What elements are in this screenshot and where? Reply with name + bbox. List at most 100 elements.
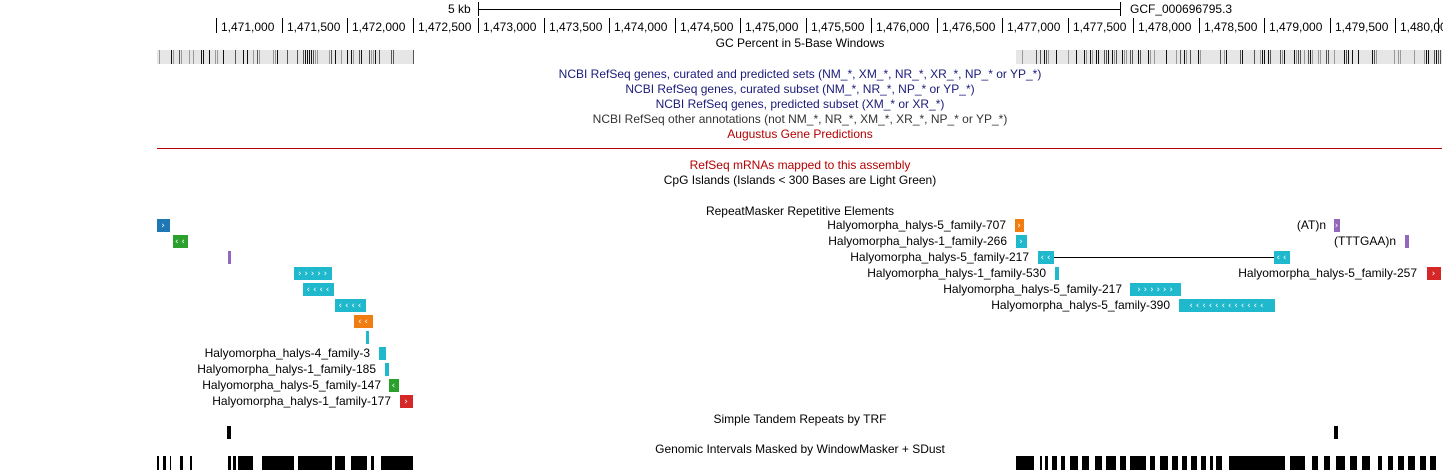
ruler-tick	[282, 18, 283, 33]
windowmasker-interval	[1120, 456, 1126, 470]
repeat-element-cyan-6[interactable]	[385, 363, 389, 376]
gc-percent-bar	[1138, 50, 1139, 64]
gc-percent-bar	[1284, 50, 1285, 64]
gc-percent-bar	[1124, 50, 1125, 64]
gc-percent-bar	[179, 50, 180, 64]
ruler-tick	[347, 18, 348, 33]
gc-percent-bar	[391, 50, 392, 64]
repeatmasker-track-label[interactable]: RepeatMasker Repetitive Elements	[705, 204, 895, 218]
windowmasker-interval	[228, 456, 231, 470]
gc-percent-bar	[1294, 50, 1295, 64]
gc-percent-bar	[1400, 50, 1401, 64]
windowmasker-interval	[1216, 456, 1222, 470]
ruler-tick-label: 1,475,500	[811, 20, 865, 34]
repeat-element-purple[interactable]	[228, 251, 231, 264]
repeat-element-cyan-9[interactable]: ‹‹	[1274, 251, 1290, 264]
gc-percent-bar	[1280, 50, 1281, 64]
gc-percent-bar	[1426, 50, 1427, 64]
gc-percent-bar	[313, 50, 314, 64]
repeat-label: Halyomorpha_halys-1_family-185	[197, 362, 376, 376]
ruler-tick	[1002, 18, 1003, 33]
windowmasker-interval	[1070, 456, 1078, 470]
repeat-element-orange-2[interactable]: ›	[1015, 219, 1024, 232]
windowmasker-interval	[298, 456, 332, 470]
repeat-element-cyan-5[interactable]	[379, 347, 386, 360]
ruler-tick	[413, 18, 414, 33]
gc-percent-bar	[373, 50, 374, 64]
repeat-element-cyan-11[interactable]: ››››››	[1130, 283, 1181, 296]
windowmasker-interval	[1229, 456, 1285, 470]
gc-percent-bar	[1184, 50, 1185, 64]
repeat-element-cyan-8[interactable]: ‹‹	[1038, 251, 1054, 264]
assembly-label: GCF_000696795.3	[1130, 2, 1233, 16]
refseq-all-track-label[interactable]: NCBI RefSeq genes, curated and predicted…	[558, 67, 1042, 81]
repeat-element-orange[interactable]: ‹‹	[354, 315, 373, 328]
repeat-element-purple-2[interactable]: ›	[1334, 219, 1340, 232]
repeat-element-blue[interactable]: ›	[157, 219, 170, 232]
augustus-gene-line[interactable]	[157, 148, 1442, 149]
repeat-element-cyan-3[interactable]: ‹‹‹‹	[335, 299, 366, 312]
windowmasker-interval	[180, 456, 183, 470]
gc-percent-bar	[1068, 50, 1069, 64]
ruler-tick	[1133, 18, 1134, 33]
repeat-element-green[interactable]: ‹‹	[173, 235, 188, 248]
gc-percent-bar	[1036, 50, 1037, 64]
windowmasker-interval	[1016, 456, 1034, 470]
windowmasker-interval	[1312, 456, 1318, 470]
ruler-tick-label: 1,477,500	[1073, 20, 1127, 34]
refseq-predicted-track-label[interactable]: NCBI RefSeq genes, predicted subset (XM_…	[655, 97, 945, 111]
trf-element[interactable]	[227, 426, 231, 439]
repeat-element-cyan-4[interactable]	[366, 331, 369, 344]
ruler-tick-label: 1,472,000	[352, 20, 406, 34]
trf-element[interactable]	[1334, 426, 1338, 439]
gc-percent-bar	[223, 50, 224, 64]
gc-percent-bar	[1148, 50, 1149, 64]
windowmasker-interval	[1045, 456, 1048, 470]
gc-percent-bar	[305, 50, 306, 64]
gc-percent-track-label[interactable]: GC Percent in 5-Base Windows	[715, 36, 885, 50]
refseq-other-track-label[interactable]: NCBI RefSeq other annotations (not NM_*,…	[592, 112, 1008, 126]
trf-track-label[interactable]: Simple Tandem Repeats by TRF	[713, 412, 887, 426]
gc-percent-bar	[1190, 50, 1191, 64]
gc-percent-bar	[193, 50, 194, 64]
gc-percent-bar	[1084, 50, 1085, 64]
cpg-islands-track-label[interactable]: CpG Islands (Islands < 300 Bases are Lig…	[663, 173, 937, 187]
windowmasker-interval	[351, 456, 367, 470]
repeat-label: Halyomorpha_halys-1_family-177	[212, 394, 391, 408]
repeat-element-cyan-12[interactable]: ‹‹‹‹‹‹‹‹‹‹‹‹	[1179, 299, 1275, 312]
refseq-mrnas-track-label[interactable]: RefSeq mRNAs mapped to this assembly	[689, 158, 911, 172]
repeat-element-red-2[interactable]: ›	[1427, 267, 1441, 280]
gc-percent-bar	[1112, 50, 1113, 64]
ruler-tick	[478, 18, 479, 33]
gc-percent-bar	[1254, 50, 1255, 64]
windowmasker-interval	[1095, 456, 1102, 470]
gc-percent-bar	[1186, 50, 1187, 64]
windowmasker-interval	[1324, 456, 1330, 470]
gc-percent-bar	[1264, 50, 1265, 64]
gc-percent-bar	[1140, 50, 1141, 64]
windowmasker-interval	[157, 456, 159, 470]
repeat-element-red[interactable]: ›	[400, 395, 413, 408]
refseq-curated-track-label[interactable]: NCBI RefSeq genes, curated subset (NM_*,…	[625, 82, 975, 96]
gc-percent-bar	[247, 50, 248, 64]
gc-percent-bar	[1394, 50, 1395, 64]
gc-percent-bar	[375, 50, 376, 64]
repeat-element-cyan-1[interactable]: ›››››	[294, 267, 332, 280]
gc-percent-bar	[315, 50, 316, 64]
windowmasker-track-label[interactable]: Genomic Intervals Masked by WindowMasker…	[655, 442, 945, 456]
gc-percent-bar	[243, 50, 244, 64]
repeat-label: Halyomorpha_halys-5_family-257	[1238, 266, 1417, 280]
gc-percent-bar	[1270, 50, 1271, 64]
ruler-tick-label: 1,473,000	[483, 20, 537, 34]
gc-percent-bar	[1318, 50, 1319, 64]
repeat-element-cyan-10[interactable]	[1055, 267, 1059, 280]
augustus-track-label[interactable]: Augustus Gene Predictions	[727, 127, 873, 141]
gc-percent-bar	[1434, 50, 1435, 64]
repeat-element-green-2[interactable]: ‹	[389, 379, 399, 392]
windowmasker-interval	[1160, 456, 1168, 470]
repeat-element-cyan-7[interactable]: ›	[1016, 235, 1027, 248]
gc-percent-bar	[215, 50, 216, 64]
repeat-element-purple-3[interactable]	[1405, 235, 1409, 248]
repeat-element-cyan-2[interactable]: ‹‹‹‹	[303, 283, 334, 296]
repeat-label: Halyomorpha_halys-1_family-266	[828, 234, 1007, 248]
